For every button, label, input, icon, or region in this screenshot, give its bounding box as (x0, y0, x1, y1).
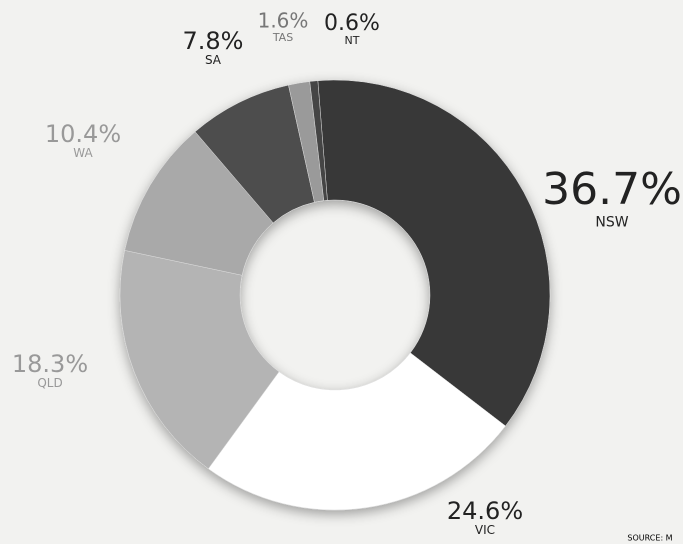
value-label: 10.4% (45, 120, 121, 148)
value-label: 18.3% (12, 350, 88, 378)
category-label: TAS (272, 31, 293, 44)
category-label: WA (73, 146, 93, 160)
slice (119, 250, 280, 470)
category-label: NT (345, 34, 360, 47)
value-label: 1.6% (258, 9, 309, 33)
category-label: QLD (37, 376, 62, 390)
slice (207, 352, 506, 511)
value-label: 0.6% (324, 11, 380, 36)
value-label: 7.8% (183, 27, 244, 55)
donut (119, 79, 551, 511)
category-label: SA (205, 53, 222, 67)
value-label: 24.6% (447, 497, 523, 525)
slice (309, 80, 328, 201)
slice (317, 79, 551, 427)
category-label: NSW (595, 214, 628, 230)
value-label: 36.7% (542, 164, 682, 215)
category-label: VIC (475, 523, 495, 537)
source: SOURCE: M (627, 534, 672, 543)
